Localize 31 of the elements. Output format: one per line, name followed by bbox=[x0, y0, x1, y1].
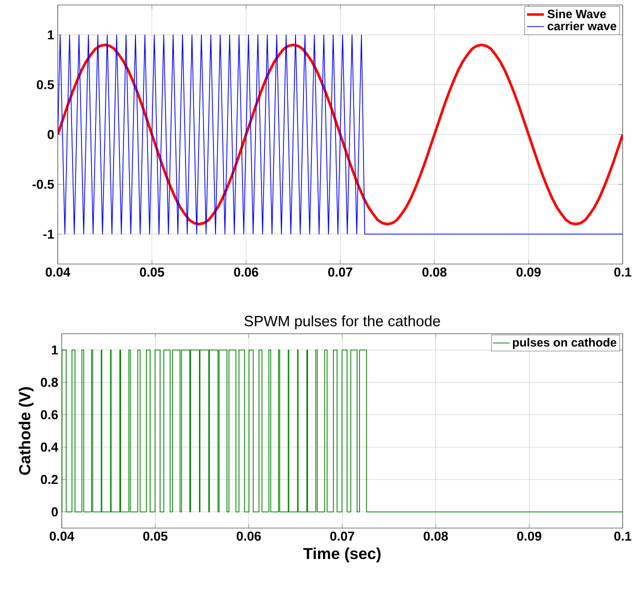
y-tick-label: 0.6 bbox=[40, 410, 58, 420]
x-tick-label: 0.05 bbox=[143, 532, 168, 541]
y-axis-title: Cathode (V) bbox=[18, 387, 34, 475]
x-tick-label: 0.07 bbox=[330, 532, 354, 541]
y-tick-label: 1 bbox=[48, 30, 54, 40]
x-tick-label: 0.06 bbox=[234, 268, 258, 277]
x-tick-label: 0.08 bbox=[422, 268, 447, 277]
y-tick-label: 0.4 bbox=[40, 442, 58, 452]
chart-title: SPWM pulses for the cathode bbox=[244, 316, 440, 330]
y-tick-label: -0.5 bbox=[32, 180, 54, 189]
y-tick-label: -1 bbox=[43, 230, 54, 239]
x-tick-label: 0.04 bbox=[50, 532, 74, 541]
x-axis-title: Time (sec) bbox=[303, 548, 381, 562]
legend-label: pulses on cathode bbox=[512, 338, 616, 350]
x-tick-label: 0.09 bbox=[516, 268, 541, 277]
legend-label: Sine Wave bbox=[548, 10, 606, 18]
x-tick-label: 0.09 bbox=[517, 532, 542, 541]
x-tick-label: 0.04 bbox=[46, 268, 70, 277]
y-tick-label: 0.2 bbox=[40, 475, 58, 484]
y-tick-label: 1 bbox=[52, 346, 58, 354]
x-tick-label: 0.05 bbox=[140, 268, 164, 277]
x-tick-label: 0.07 bbox=[328, 268, 352, 277]
y-tick-label: 0.5 bbox=[36, 80, 54, 90]
x-tick-label: 0.1 bbox=[614, 268, 632, 277]
y-tick-label: 0.8 bbox=[40, 378, 58, 388]
y-tick-label: 0 bbox=[52, 507, 58, 517]
y-tick-label: 0 bbox=[48, 130, 54, 140]
x-tick-label: 0.1 bbox=[614, 532, 632, 541]
x-tick-label: 0.08 bbox=[424, 532, 448, 541]
legend-label: carrier wave bbox=[548, 22, 616, 30]
x-tick-label: 0.06 bbox=[236, 532, 261, 541]
